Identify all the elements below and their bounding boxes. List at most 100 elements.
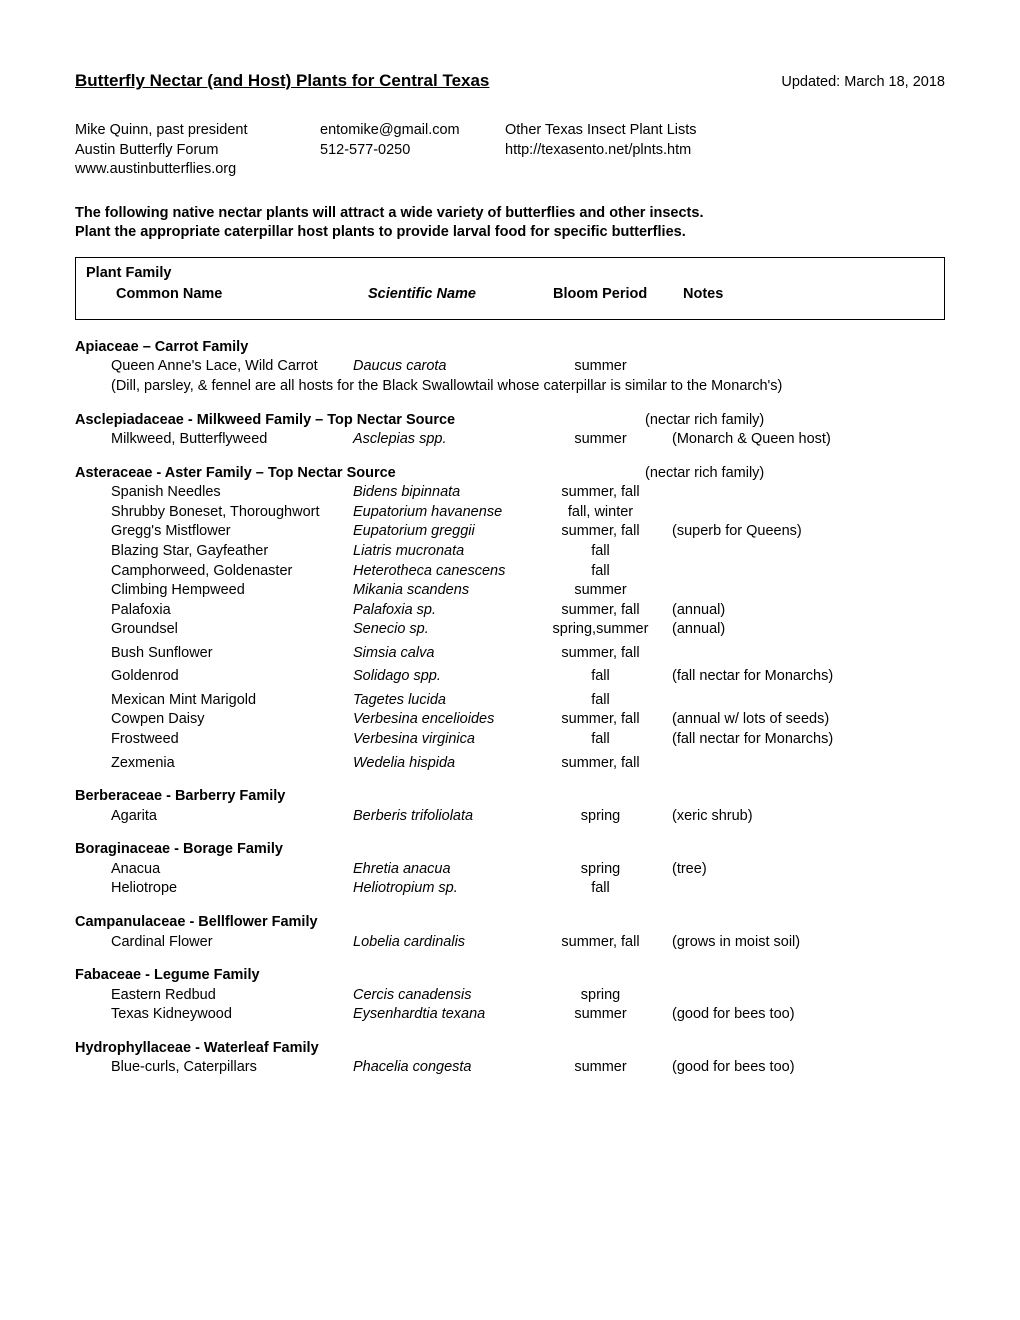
family-section: Asclepiadaceae - Milkweed Family – Top N… <box>75 411 945 450</box>
plant-scientific-name: Palafoxia sp. <box>353 601 543 621</box>
plant-common-name: Palafoxia <box>75 601 353 621</box>
plant-common-name: Spanish Needles <box>75 483 353 503</box>
plant-scientific-name: Asclepias spp. <box>353 430 543 450</box>
contact-line: Austin Butterfly Forum <box>75 141 320 161</box>
plant-common-name: Groundsel <box>75 620 353 640</box>
plant-notes <box>658 357 672 377</box>
plant-notes: (good for bees too) <box>658 1058 795 1078</box>
plant-row: Bush SunflowerSimsia calvasummer, fall <box>75 644 945 664</box>
plant-row: Cowpen DaisyVerbesina encelioidessummer,… <box>75 710 945 730</box>
plant-row: GroundselSenecio sp.spring,summer(annual… <box>75 620 945 640</box>
plant-scientific-name: Heterotheca canescens <box>353 562 543 582</box>
plant-row: FrostweedVerbesina virginicafall(fall ne… <box>75 730 945 750</box>
plant-common-name: Eastern Redbud <box>75 986 353 1006</box>
plant-row: Blue-curls, CaterpillarsPhacelia congest… <box>75 1058 945 1078</box>
plant-notes <box>658 644 672 664</box>
plant-row: Milkweed, ButterflyweedAsclepias spp.sum… <box>75 430 945 450</box>
plant-common-name: Agarita <box>75 807 353 827</box>
family-header: Apiaceae – Carrot Family <box>75 338 945 358</box>
plant-row: PalafoxiaPalafoxia sp.summer, fall(annua… <box>75 601 945 621</box>
family-header: Asteraceae - Aster Family – Top Nectar S… <box>75 464 945 484</box>
families-container: Apiaceae – Carrot FamilyQueen Anne's Lac… <box>75 338 945 1078</box>
family-name: Apiaceae – Carrot Family <box>75 338 645 358</box>
family-name: Asclepiadaceae - Milkweed Family – Top N… <box>75 411 645 431</box>
plant-notes <box>658 483 672 503</box>
plant-common-name: Gregg's Mistflower <box>75 522 353 542</box>
plant-scientific-name: Eupatorium greggii <box>353 522 543 542</box>
family-name: Berberaceae - Barberry Family <box>75 787 645 807</box>
family-name: Boraginaceae - Borage Family <box>75 840 645 860</box>
plant-common-name: Cardinal Flower <box>75 933 353 953</box>
family-header: Fabaceae - Legume Family <box>75 966 945 986</box>
plant-row: Spanish NeedlesBidens bipinnatasummer, f… <box>75 483 945 503</box>
plant-row: Camphorweed, GoldenasterHeterotheca cane… <box>75 562 945 582</box>
plant-notes: (fall nectar for Monarchs) <box>658 730 833 750</box>
family-header: Campanulaceae - Bellflower Family <box>75 913 945 933</box>
plant-scientific-name: Mikania scandens <box>353 581 543 601</box>
plant-bloom-period: fall <box>543 542 658 562</box>
plant-bloom-period: fall <box>543 879 658 899</box>
plant-row: Gregg's MistflowerEupatorium greggiisumm… <box>75 522 945 542</box>
plant-bloom-period: spring <box>543 986 658 1006</box>
plant-common-name: Zexmenia <box>75 754 353 774</box>
plant-bloom-period: summer <box>543 357 658 377</box>
header-scientific-name: Scientific Name <box>368 285 553 305</box>
column-header-box: Plant Family Common Name Scientific Name… <box>75 257 945 320</box>
plant-row: Mexican Mint MarigoldTagetes lucidafall <box>75 691 945 711</box>
plant-scientific-name: Liatris mucronata <box>353 542 543 562</box>
plant-notes: (Monarch & Queen host) <box>658 430 831 450</box>
plant-bloom-period: summer, fall <box>543 522 658 542</box>
plant-common-name: Goldenrod <box>75 667 353 687</box>
plant-row: Climbing HempweedMikania scandenssummer <box>75 581 945 601</box>
plant-row: AgaritaBerberis trifoliolataspring(xeric… <box>75 807 945 827</box>
header-common-name: Common Name <box>86 285 368 305</box>
intro-text: The following native nectar plants will … <box>75 204 945 243</box>
plant-scientific-name: Berberis trifoliolata <box>353 807 543 827</box>
plant-bloom-period: summer, fall <box>543 483 658 503</box>
family-name: Asteraceae - Aster Family – Top Nectar S… <box>75 464 645 484</box>
plant-scientific-name: Verbesina virginica <box>353 730 543 750</box>
family-note: (nectar rich family) <box>645 464 764 484</box>
plant-common-name: Bush Sunflower <box>75 644 353 664</box>
plant-row: Queen Anne's Lace, Wild CarrotDaucus car… <box>75 357 945 377</box>
contact-line: Other Texas Insect Plant Lists <box>505 121 945 141</box>
family-section: Fabaceae - Legume FamilyEastern RedbudCe… <box>75 966 945 1025</box>
plant-scientific-name: Ehretia anacua <box>353 860 543 880</box>
plant-notes: (xeric shrub) <box>658 807 753 827</box>
plant-bloom-period: summer <box>543 1058 658 1078</box>
plant-bloom-period: summer, fall <box>543 601 658 621</box>
plant-scientific-name: Heliotropium sp. <box>353 879 543 899</box>
family-name: Hydrophyllaceae - Waterleaf Family <box>75 1039 645 1059</box>
plant-scientific-name: Eupatorium havanense <box>353 503 543 523</box>
plant-common-name: Cowpen Daisy <box>75 710 353 730</box>
contact-email: entomike@gmail.com <box>320 121 505 141</box>
plant-common-name: Heliotrope <box>75 879 353 899</box>
family-section: Asteraceae - Aster Family – Top Nectar S… <box>75 464 945 773</box>
plant-notes: (grows in moist soil) <box>658 933 800 953</box>
plant-row: Eastern RedbudCercis canadensisspring <box>75 986 945 1006</box>
plant-notes: (fall nectar for Monarchs) <box>658 667 833 687</box>
family-name: Campanulaceae - Bellflower Family <box>75 913 645 933</box>
plant-common-name: Camphorweed, Goldenaster <box>75 562 353 582</box>
family-section: Apiaceae – Carrot FamilyQueen Anne's Lac… <box>75 338 945 397</box>
plant-notes <box>658 754 672 774</box>
family-section: Berberaceae - Barberry FamilyAgaritaBerb… <box>75 787 945 826</box>
plant-scientific-name: Lobelia cardinalis <box>353 933 543 953</box>
header-bloom-period: Bloom Period <box>553 285 683 305</box>
plant-bloom-period: spring <box>543 860 658 880</box>
plant-notes: (tree) <box>658 860 707 880</box>
plant-bloom-period: summer, fall <box>543 644 658 664</box>
plant-scientific-name: Daucus carota <box>353 357 543 377</box>
plant-bloom-period: summer <box>543 430 658 450</box>
plant-scientific-name: Phacelia congesta <box>353 1058 543 1078</box>
family-header: Berberaceae - Barberry Family <box>75 787 945 807</box>
contact-line: Mike Quinn, past president <box>75 121 320 141</box>
family-header: Boraginaceae - Borage Family <box>75 840 945 860</box>
plant-common-name: Queen Anne's Lace, Wild Carrot <box>75 357 353 377</box>
plant-bloom-period: spring,summer <box>543 620 658 640</box>
plant-common-name: Blue-curls, Caterpillars <box>75 1058 353 1078</box>
header-plant-family: Plant Family <box>86 264 934 284</box>
updated-date: Updated: March 18, 2018 <box>781 73 945 93</box>
contact-phone: 512-577-0250 <box>320 141 505 161</box>
plant-scientific-name: Tagetes lucida <box>353 691 543 711</box>
